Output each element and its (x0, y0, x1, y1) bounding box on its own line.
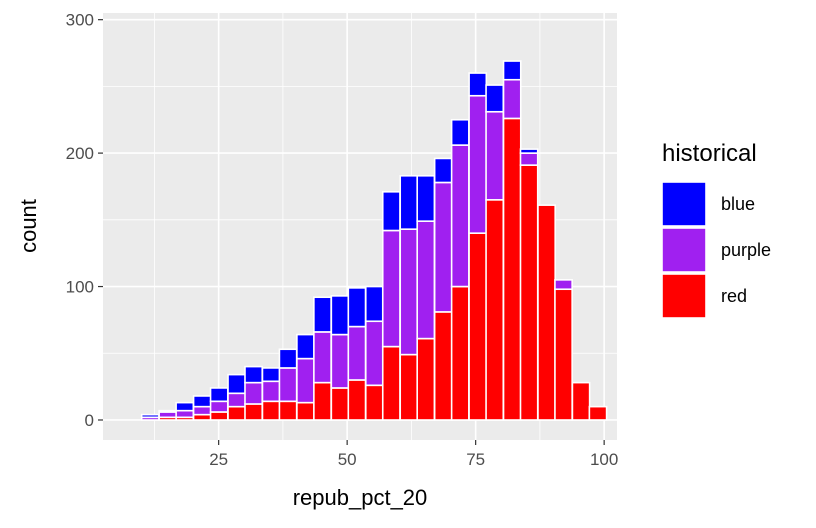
bar-red (502, 117, 522, 421)
bar-red (450, 285, 470, 421)
legend: historical blue purple red (661, 140, 771, 319)
bar-purple (347, 325, 367, 381)
bar-red (227, 405, 247, 421)
bar-purple (192, 405, 212, 416)
bar-purple (381, 229, 401, 348)
bar-blue (416, 174, 436, 222)
bar-red (399, 353, 419, 421)
bar-red (313, 381, 332, 421)
bar-purple (433, 181, 453, 313)
x-tick-label: 25 (209, 450, 228, 469)
bar-purple (313, 331, 332, 384)
bar-blue (433, 157, 453, 184)
tick-labels: 25 50 75 100 0 100 200 300 (66, 11, 619, 469)
bar-purple (330, 333, 350, 389)
bars-layer (140, 60, 608, 421)
bar-purple (468, 94, 488, 234)
legend-title: historical (662, 140, 757, 167)
bar-blue (192, 395, 212, 408)
bar-purple (227, 392, 247, 408)
bar-blue (502, 60, 522, 81)
legend-swatch-blue (661, 181, 707, 227)
bar-red (433, 311, 453, 421)
bar-purple (278, 367, 298, 403)
legend-label-blue: blue (721, 194, 755, 214)
axis-ticks (98, 19, 605, 445)
legend-swatch-red (661, 273, 707, 319)
bar-blue (485, 84, 505, 113)
bar-blue (175, 401, 195, 412)
bar-red (485, 199, 505, 421)
bar-red (192, 413, 212, 421)
bar-purple (485, 110, 505, 201)
bar-blue (209, 387, 229, 403)
bar-blue (468, 72, 488, 97)
bar-purple (209, 400, 229, 413)
bar-purple (364, 320, 384, 387)
x-axis-title: repub_pct_20 (293, 485, 428, 510)
bar-red (537, 204, 556, 421)
bar-red (519, 164, 539, 421)
bar-blue (519, 148, 539, 154)
bar-blue (158, 409, 178, 413)
legend-label-red: red (721, 286, 747, 306)
bar-red (364, 384, 384, 421)
x-tick-label: 100 (590, 450, 618, 469)
bar-blue (381, 191, 401, 232)
bar-red (278, 400, 298, 421)
bar-purple (554, 279, 573, 291)
bar-red (261, 400, 281, 421)
x-tick-label: 75 (466, 450, 485, 469)
bar-purple (399, 228, 419, 356)
bar-red (296, 401, 315, 421)
y-tick-label: 0 (85, 411, 94, 430)
bar-blue (347, 287, 367, 328)
bar-purple (519, 152, 539, 166)
bar-purple (450, 144, 470, 288)
bar-blue (227, 373, 247, 395)
bar-purple (502, 78, 522, 120)
bar-blue (330, 295, 350, 336)
bar-red (244, 403, 264, 421)
bar-blue (244, 365, 264, 384)
bar-blue (313, 296, 332, 333)
y-tick-label: 300 (66, 11, 94, 30)
bar-blue (450, 118, 470, 146)
bar-red (209, 411, 229, 421)
bar-blue (364, 285, 384, 323)
x-tick-label: 50 (338, 450, 357, 469)
bar-purple (296, 357, 315, 404)
bar-blue (140, 413, 160, 419)
bar-blue (296, 333, 315, 360)
bar-blue (278, 348, 298, 369)
bar-red (330, 387, 350, 421)
bar-red (571, 381, 591, 421)
bar-red (588, 405, 608, 421)
legend-label-purple: purple (721, 240, 771, 260)
bar-purple (175, 409, 195, 419)
legend-swatch-purple (661, 227, 707, 273)
y-tick-label: 200 (66, 144, 94, 163)
y-tick-label: 100 (66, 278, 94, 297)
bar-red (381, 345, 401, 421)
bar-red (468, 232, 488, 421)
bar-red (347, 379, 367, 421)
bar-blue (399, 174, 419, 230)
bar-red (554, 288, 573, 421)
bar-red (416, 337, 436, 421)
y-axis-title: count (16, 199, 41, 253)
bar-purple (416, 220, 436, 340)
bar-purple (261, 380, 281, 403)
bar-blue (261, 367, 281, 383)
bar-purple (244, 381, 264, 405)
bar-purple (158, 411, 178, 419)
